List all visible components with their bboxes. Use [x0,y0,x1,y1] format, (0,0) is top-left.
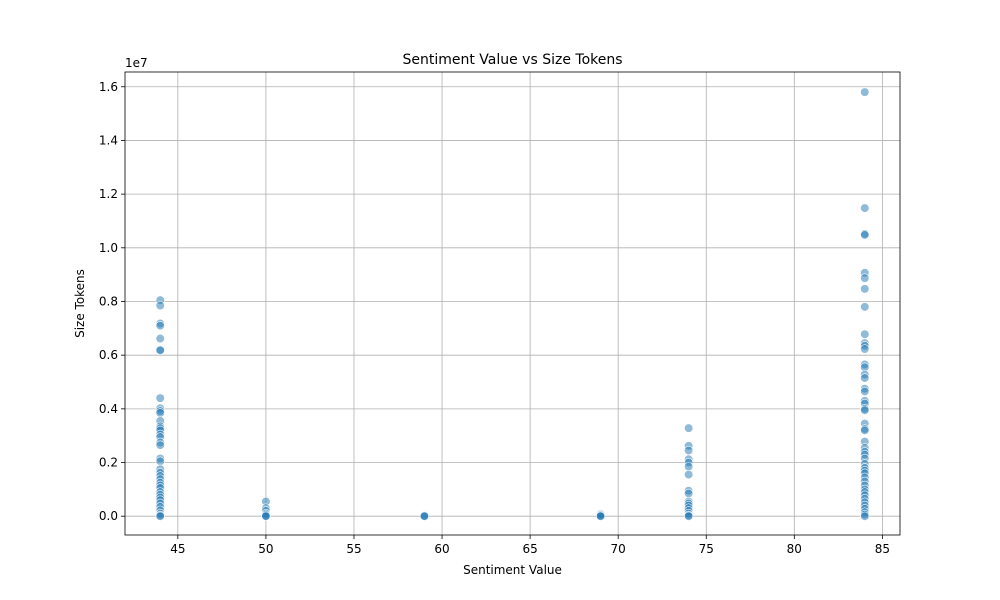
x-tick-label: 50 [258,542,273,556]
x-tick-label: 65 [522,542,537,556]
data-point [261,511,271,521]
data-point [860,511,870,521]
x-tick-label: 55 [346,542,361,556]
x-tick-label: 75 [699,542,714,556]
data-point [860,273,870,283]
y-axis-label: Size Tokens [73,269,87,338]
y-tick-label: 0.6 [99,348,118,362]
data-point [860,386,870,397]
data-point [684,511,694,521]
x-axis-label: Sentiment Value [463,563,562,577]
x-tick-label: 60 [434,542,449,556]
y-tick-label: 0.2 [99,456,118,470]
data-point [860,302,870,312]
y-tick-label: 1.2 [99,187,118,201]
data-point [860,230,870,240]
data-point [684,423,694,433]
data-point [860,329,870,339]
data-point [595,511,606,521]
data-point [860,284,870,294]
data-point [155,456,165,466]
y-tick-label: 1.6 [99,80,118,94]
data-point [155,511,165,521]
data-point [860,87,870,97]
y-tick-label: 0.8 [99,294,118,308]
x-tick-label: 80 [787,542,802,556]
points-layer [155,87,870,521]
y-tick-label: 0.0 [99,509,118,523]
data-point [155,440,165,450]
data-point [684,445,694,456]
x-tick-label: 70 [611,542,626,556]
data-point [419,511,430,521]
data-point [860,405,870,415]
data-point [684,470,694,480]
grid-layer [125,72,900,535]
data-point [860,373,870,383]
data-point [684,488,694,498]
data-point [155,408,165,418]
data-point [155,321,165,331]
data-point [155,300,165,311]
x-tick-label: 85 [875,542,890,556]
y-tick-label: 0.4 [99,402,118,416]
y-tick-label: 1.4 [99,133,118,147]
data-point [155,393,165,403]
y-axis-offset-label: 1e7 [125,56,148,70]
y-tick-label: 1.0 [99,241,118,255]
data-point [860,425,870,435]
x-tick-label: 45 [170,542,185,556]
data-point [155,333,165,344]
chart-title: Sentiment Value vs Size Tokens [402,52,622,68]
data-point [684,461,694,472]
plot-frame [124,71,901,536]
ticks-layer: 45 50 55 60 65 70 75 80 85 0.0 0.2 0.4 0.6 0.8 1.0 1.2 1… [99,80,890,556]
data-point [155,345,165,355]
data-point [860,344,870,354]
data-point [860,203,870,213]
